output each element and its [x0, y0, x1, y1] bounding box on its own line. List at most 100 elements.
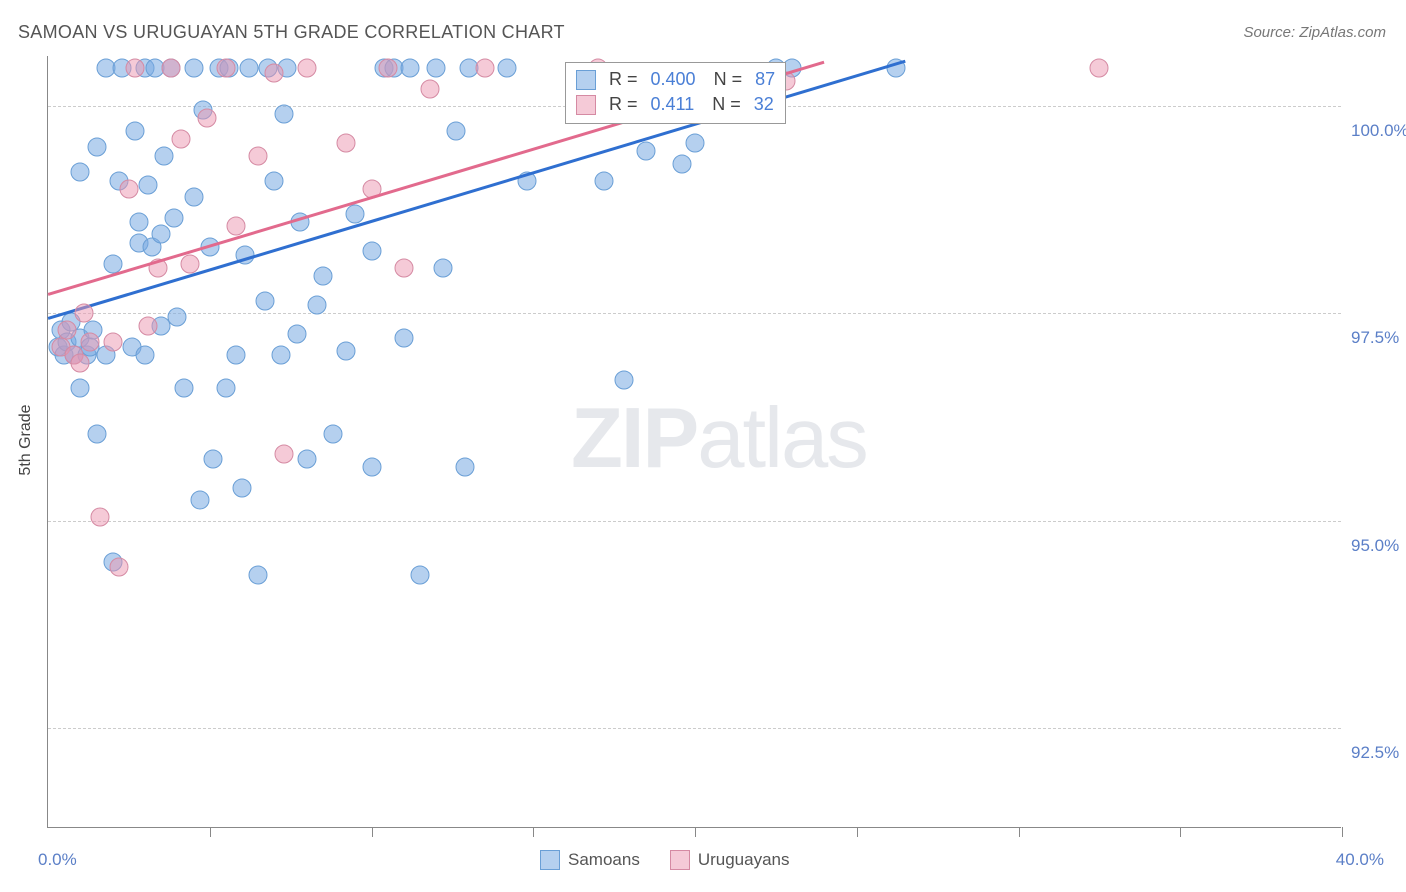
scatter-point: [394, 258, 413, 277]
gridline: [48, 313, 1341, 314]
gridline: [48, 728, 1341, 729]
source-attribution: Source: ZipAtlas.com: [1243, 24, 1386, 41]
scatter-point: [336, 341, 355, 360]
stat-r-label: R =: [604, 94, 643, 115]
scatter-point: [126, 59, 145, 78]
scatter-point: [346, 204, 365, 223]
scatter-point: [420, 80, 439, 99]
stats-row: R = 0.400 N = 87: [576, 67, 775, 92]
x-axis-min-label: 0.0%: [38, 850, 77, 870]
scatter-point: [155, 146, 174, 165]
scatter-point: [181, 254, 200, 273]
scatter-point: [498, 59, 517, 78]
watermark: ZIPatlas: [571, 390, 867, 488]
scatter-point: [255, 291, 274, 310]
scatter-point: [197, 109, 216, 128]
scatter-point: [378, 59, 397, 78]
scatter-point: [74, 304, 93, 323]
scatter-point: [1090, 59, 1109, 78]
legend-swatch: [576, 70, 596, 90]
scatter-point: [171, 130, 190, 149]
scatter-point: [71, 354, 90, 373]
scatter-point: [362, 242, 381, 261]
chart-title: SAMOAN VS URUGUAYAN 5TH GRADE CORRELATIO…: [18, 22, 565, 43]
legend-label: Samoans: [568, 850, 640, 870]
stats-row: R = 0.411 N = 32: [576, 92, 775, 117]
y-tick-label: 97.5%: [1351, 328, 1406, 348]
gridline: [48, 521, 1341, 522]
stat-n-value: 32: [754, 94, 774, 115]
y-tick-label: 100.0%: [1351, 121, 1406, 141]
scatter-point: [126, 121, 145, 140]
legend-item: Samoans: [540, 850, 640, 870]
scatter-point: [216, 59, 235, 78]
scatter-point: [411, 565, 430, 584]
stat-r-value: 0.400: [651, 69, 696, 90]
scatter-point: [401, 59, 420, 78]
scatter-point: [81, 333, 100, 352]
scatter-point: [90, 507, 109, 526]
scatter-point: [249, 146, 268, 165]
scatter-point: [87, 138, 106, 157]
watermark-zip: ZIP: [571, 391, 697, 486]
scatter-point: [595, 171, 614, 190]
legend-item: Uruguayans: [670, 850, 790, 870]
scatter-point: [265, 171, 284, 190]
y-tick-label: 92.5%: [1351, 743, 1406, 763]
scatter-point: [226, 345, 245, 364]
scatter-point: [161, 59, 180, 78]
scatter-point: [184, 59, 203, 78]
scatter-point: [271, 345, 290, 364]
scatter-point: [165, 208, 184, 227]
stat-r-value: 0.411: [651, 94, 695, 115]
watermark-atlas: atlas: [697, 391, 867, 486]
scatter-point: [323, 424, 342, 443]
scatter-point: [249, 565, 268, 584]
scatter-point: [103, 254, 122, 273]
legend-label: Uruguayans: [698, 850, 790, 870]
scatter-point: [139, 316, 158, 335]
legend-swatch: [670, 850, 690, 870]
scatter-point: [265, 63, 284, 82]
scatter-point: [614, 370, 633, 389]
scatter-point: [203, 449, 222, 468]
scatter-point: [168, 308, 187, 327]
scatter-point: [216, 379, 235, 398]
scatter-point: [87, 424, 106, 443]
scatter-point: [103, 333, 122, 352]
scatter-point: [139, 175, 158, 194]
plot-area: ZIPatlas 92.5%95.0%97.5%100.0%: [47, 56, 1341, 828]
scatter-point: [226, 217, 245, 236]
scatter-point: [110, 557, 129, 576]
scatter-point: [152, 225, 171, 244]
scatter-point: [275, 445, 294, 464]
scatter-point: [637, 142, 656, 161]
x-tick: [372, 827, 373, 837]
stat-n-label: N =: [702, 94, 746, 115]
x-tick: [1019, 827, 1020, 837]
bottom-legend: Samoans Uruguayans: [540, 850, 790, 870]
scatter-point: [456, 457, 475, 476]
scatter-point: [136, 345, 155, 364]
scatter-point: [239, 59, 258, 78]
scatter-point: [129, 213, 148, 232]
scatter-point: [433, 258, 452, 277]
scatter-point: [427, 59, 446, 78]
scatter-point: [673, 154, 692, 173]
x-axis-max-label: 40.0%: [1336, 850, 1384, 870]
x-tick: [533, 827, 534, 837]
scatter-point: [475, 59, 494, 78]
x-tick: [210, 827, 211, 837]
scatter-point: [336, 134, 355, 153]
stat-n-label: N =: [704, 69, 748, 90]
stat-r-label: R =: [604, 69, 643, 90]
scatter-point: [119, 179, 138, 198]
scatter-point: [297, 449, 316, 468]
scatter-point: [184, 188, 203, 207]
x-tick: [857, 827, 858, 837]
y-tick-label: 95.0%: [1351, 536, 1406, 556]
scatter-point: [58, 320, 77, 339]
stat-n-value: 87: [755, 69, 775, 90]
scatter-point: [297, 59, 316, 78]
scatter-point: [233, 478, 252, 497]
